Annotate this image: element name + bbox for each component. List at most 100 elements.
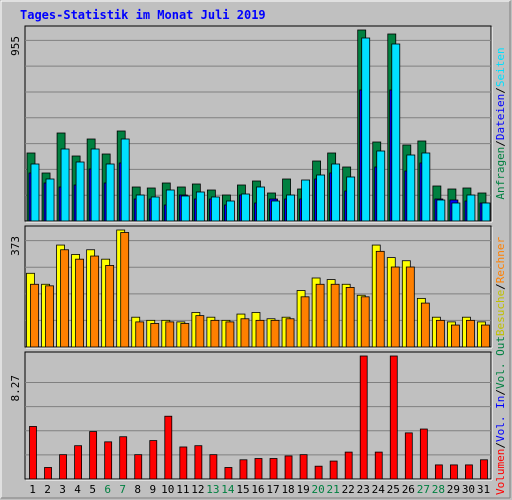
- x-tick-label-day-2: 2: [44, 483, 51, 496]
- visits-bar-rechner-day-15: [240, 318, 250, 348]
- visits-bar-rechner-day-22: [345, 287, 355, 348]
- hits-bar-seiten-day-22: [346, 176, 356, 222]
- volume-bar-volumen-day-14: [224, 467, 233, 480]
- hits-bar-seiten-day-4: [75, 161, 85, 222]
- visits-bar-rechner-day-2: [45, 285, 54, 348]
- hits-bar-seiten-day-9: [150, 196, 160, 222]
- legend-entry-vol-out: Vol. Out: [494, 336, 507, 389]
- hits-bar-seiten-day-28: [436, 199, 446, 222]
- volume-bar-volumen-day-5: [89, 431, 98, 480]
- hits-bar-seiten-day-23: [361, 37, 371, 222]
- visits-bar-rechner-day-25: [390, 266, 400, 348]
- x-tick-label-day-6: 6: [104, 483, 111, 496]
- legend-separator: /: [494, 87, 507, 94]
- x-tick-label-day-30: 30: [462, 483, 475, 496]
- visits-bar-rechner-day-20: [315, 283, 325, 348]
- hits-bar-seiten-day-2: [45, 178, 55, 222]
- visits-bar-rechner-day-29: [451, 324, 460, 348]
- volume-legend: Volumen/Vol. In/Vol. Out: [494, 336, 507, 495]
- visits-bar-rechner-day-23: [360, 296, 370, 348]
- visits-bar-rechner-day-21: [330, 283, 340, 348]
- volume-bar-volumen-day-26: [404, 432, 413, 480]
- visits-bar-rechner-day-19: [300, 296, 310, 348]
- visits-bar-rechner-day-18: [285, 318, 295, 348]
- visits-panel: 373 Besuche/Rechner: [9, 225, 507, 349]
- x-tick-label-day-14: 14: [221, 483, 235, 496]
- volume-bar-volumen-day-19: [299, 454, 308, 480]
- x-tick-label-day-21: 21: [327, 483, 340, 496]
- visits-bar-rechner-day-8: [135, 321, 145, 348]
- chart-title: Tages-Statistik im Monat Juli 2019: [20, 8, 266, 22]
- hits-bar-seiten-day-19: [301, 179, 310, 222]
- x-tick-label-day-12: 12: [191, 483, 204, 496]
- volume-bar-volumen-day-9: [149, 440, 158, 480]
- x-tick-label-day-28: 28: [432, 483, 445, 496]
- visits-bar-rechner-day-10: [165, 321, 175, 348]
- visits-bar-rechner-day-5: [90, 255, 100, 348]
- hits-bar-seiten-day-13: [210, 196, 220, 222]
- x-tick-label-day-18: 18: [281, 483, 294, 496]
- x-tick-label-day-15: 15: [236, 483, 249, 496]
- legend-entry-dateien: Dateien: [494, 94, 507, 140]
- hits-bar-seiten-day-26: [406, 154, 416, 222]
- hits-bar-seiten-day-10: [165, 189, 175, 222]
- volume-bar-volumen-day-20: [314, 465, 323, 480]
- x-tick-label-day-3: 3: [59, 483, 66, 496]
- visits-bar-rechner-day-16: [255, 319, 265, 348]
- x-tick-label-day-22: 22: [342, 483, 355, 496]
- x-tick-label-day-9: 9: [149, 483, 156, 496]
- visits-bar-rechner-day-11: [180, 323, 190, 348]
- legend-entry-besuche: Besuche: [494, 290, 507, 336]
- x-tick-label-day-1: 1: [29, 483, 36, 496]
- hits-bar-seiten-day-18: [286, 194, 295, 222]
- x-tick-label-day-25: 25: [387, 483, 400, 496]
- hits-bar-seiten-day-1: [30, 163, 40, 222]
- volume-bar-volumen-day-17: [269, 458, 278, 480]
- legend-separator: /: [494, 389, 507, 396]
- legend-entry-anfragen: Anfragen: [494, 147, 507, 200]
- volume-bar-volumen-day-6: [104, 441, 113, 480]
- visits-bar-rechner-day-12: [195, 315, 205, 348]
- x-tick-label-day-5: 5: [89, 483, 96, 496]
- legend-entry-vol-in: Vol. In: [494, 396, 507, 442]
- hits-bar-seiten-day-21: [331, 163, 341, 222]
- legend-entry-seiten: Seiten: [494, 47, 507, 87]
- legend-entry-rechner: Rechner: [494, 236, 507, 283]
- volume-bar-volumen-day-16: [254, 458, 263, 480]
- volume-bar-volumen-day-4: [74, 445, 82, 480]
- volume-bar-volumen-day-30: [465, 464, 473, 480]
- visits-ymax-label: 373: [9, 236, 22, 256]
- visits-bar-rechner-day-26: [405, 266, 415, 348]
- visits-bar-rechner-day-14: [225, 321, 235, 348]
- visits-bar-rechner-day-24: [375, 250, 385, 348]
- hits-bar-seiten-day-5: [90, 148, 100, 222]
- hits-bar-seiten-day-12: [195, 191, 205, 222]
- visits-bar-rechner-day-7: [120, 232, 130, 348]
- x-tick-label-day-11: 11: [176, 483, 189, 496]
- volume-bar-volumen-day-13: [209, 454, 218, 480]
- hits-bar-seiten-day-15: [241, 193, 250, 222]
- visits-bar-rechner-day-6: [105, 265, 115, 348]
- legend-entry-volumen: Volumen: [494, 449, 507, 495]
- hits-bar-seiten-day-14: [226, 200, 235, 222]
- volume-bar-volumen-day-28: [434, 464, 443, 480]
- visits-bar-rechner-day-28: [435, 319, 445, 348]
- chart-panels: 955Anfragen/Dateien/Seiten373Besuche/Rec…: [9, 25, 507, 495]
- visits-legend: Besuche/Rechner: [494, 236, 507, 336]
- x-tick-label-day-10: 10: [161, 483, 174, 496]
- visits-bar-rechner-day-1: [30, 283, 39, 348]
- legend-separator: /: [494, 283, 507, 290]
- hits-bar-seiten-day-24: [376, 150, 386, 222]
- volume-bar-volumen-day-24: [374, 451, 383, 480]
- volume-plot-area: [24, 351, 492, 480]
- legend-separator: /: [494, 140, 507, 147]
- hits-bar-seiten-day-29: [451, 202, 461, 222]
- x-tick-label-day-29: 29: [447, 483, 460, 496]
- hits-bar-seiten-day-8: [135, 194, 145, 222]
- x-tick-label-day-7: 7: [119, 483, 126, 496]
- x-axis-day-labels: 1 2 3 4 5 6 7 8 9 10 11 12 13 14 15 16 17 18 19 20 21 22 23 24 2…: [29, 483, 490, 496]
- hits-bar-seiten-day-20: [316, 174, 326, 222]
